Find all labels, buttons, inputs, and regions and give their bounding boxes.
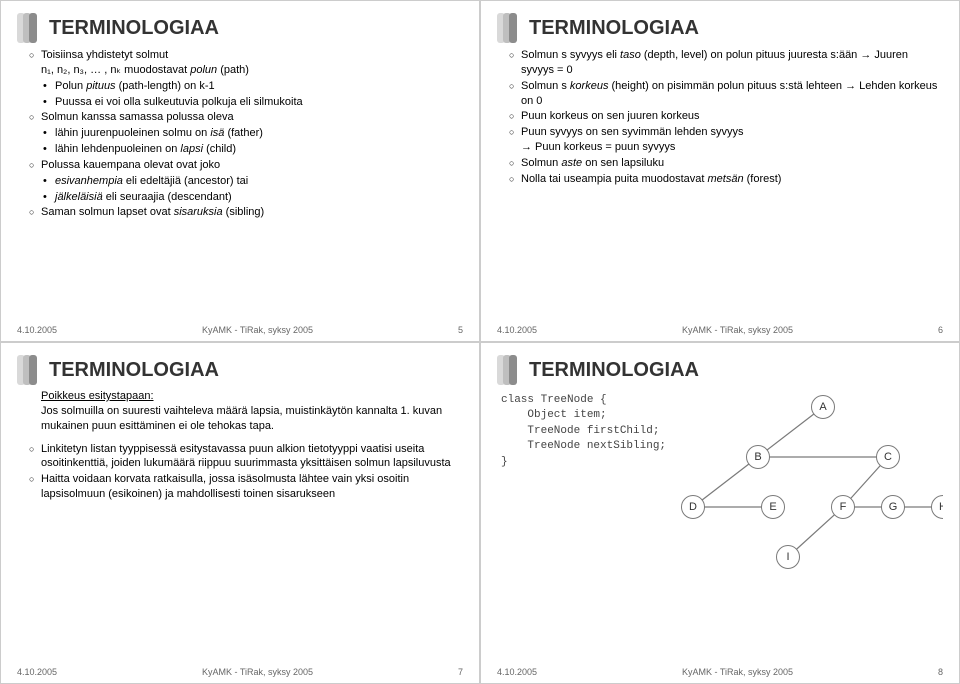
bullet: Toisiinsa yhdistetyt solmut n₁, n₂, n₃, … <box>41 48 463 109</box>
tree-node-d: D <box>681 495 705 519</box>
sub-bullet: Puussa ei voi olla sulkeutuvia polkuja e… <box>55 95 463 110</box>
footer-date: 4.10.2005 <box>497 667 537 677</box>
footer-center: KyAMK - TiRak, syksy 2005 <box>202 667 313 677</box>
bullet: Puun korkeus on sen juuren korkeus <box>521 109 943 124</box>
slide-title: TERMINOLOGIAA <box>49 17 219 40</box>
sub-bullet: Polun pituus (path-length) on k-1 <box>55 79 463 94</box>
paragraph: Jos solmuilla on suuresti vaihteleva mää… <box>41 404 463 434</box>
slide-body: class TreeNode { Object item; TreeNode f… <box>497 389 943 663</box>
footer-date: 4.10.2005 <box>497 325 537 335</box>
subline: n₁, n₂, n₃, … , nₖ muodostavat polun (pa… <box>41 63 463 78</box>
slide-6: TERMINOLOGIAA Solmun s syvyys eli taso (… <box>480 0 960 342</box>
footer-pageno: 8 <box>938 667 943 677</box>
bullet: Solmun s korkeus (height) on pisimmän po… <box>521 79 943 109</box>
slide-title: TERMINOLOGIAA <box>529 17 699 40</box>
title-decoration <box>497 355 523 385</box>
slide-body: Toisiinsa yhdistetyt solmut n₁, n₂, n₃, … <box>17 47 463 321</box>
tree-diagram: ABCDEFGHI <box>501 389 943 569</box>
slide-5: TERMINOLOGIAA Toisiinsa yhdistetyt solmu… <box>0 0 480 342</box>
tree-node-g: G <box>881 495 905 519</box>
title-decoration <box>497 13 523 43</box>
bullet: Nolla tai useampia puita muodostavat met… <box>521 172 943 187</box>
slide-footer: 4.10.2005 KyAMK - TiRak, syksy 2005 8 <box>497 667 943 677</box>
slide-footer: 4.10.2005 KyAMK - TiRak, syksy 2005 5 <box>17 325 463 335</box>
slide-8: TERMINOLOGIAA class TreeNode { Object it… <box>480 342 960 684</box>
sub-bullet: lähin juurenpuoleinen solmu on isä (fath… <box>55 126 463 141</box>
slide-title: TERMINOLOGIAA <box>529 359 699 382</box>
slide-footer: 4.10.2005 KyAMK - TiRak, syksy 2005 7 <box>17 667 463 677</box>
footer-center: KyAMK - TiRak, syksy 2005 <box>202 325 313 335</box>
subheading: Poikkeus esitystapaan: <box>41 389 463 404</box>
tree-node-a: A <box>811 395 835 419</box>
slide-title: TERMINOLOGIAA <box>49 359 219 382</box>
sub-bullet: esivanhempia eli edeltäjiä (ancestor) ta… <box>55 174 463 189</box>
footer-center: KyAMK - TiRak, syksy 2005 <box>682 325 793 335</box>
bullet: Solmun kanssa samassa polussa oleva lähi… <box>41 110 463 157</box>
footer-pageno: 5 <box>458 325 463 335</box>
bullet: Solmun aste on sen lapsiluku <box>521 156 943 171</box>
slide-body: Poikkeus esitystapaan: Jos solmuilla on … <box>17 389 463 663</box>
tree-node-b: B <box>746 445 770 469</box>
title-decoration <box>17 13 43 43</box>
footer-center: KyAMK - TiRak, syksy 2005 <box>682 667 793 677</box>
bullet: Linkitetyn listan tyyppisessä esitystava… <box>41 442 463 472</box>
footer-pageno: 7 <box>458 667 463 677</box>
footer-pageno: 6 <box>938 325 943 335</box>
tree-node-f: F <box>831 495 855 519</box>
footer-date: 4.10.2005 <box>17 667 57 677</box>
title-wrap: TERMINOLOGIAA <box>497 355 943 385</box>
sub-bullet: lähin lehdenpuoleinen on lapsi (child) <box>55 142 463 157</box>
title-wrap: TERMINOLOGIAA <box>497 13 943 43</box>
title-wrap: TERMINOLOGIAA <box>17 13 463 43</box>
tree-node-c: C <box>876 445 900 469</box>
bullet: Solmun s syvyys eli taso (depth, level) … <box>521 48 943 78</box>
bullet: Polussa kauempana olevat ovat joko esiva… <box>41 158 463 205</box>
bullet: Saman solmun lapset ovat sisaruksia (sib… <box>41 205 463 220</box>
sub-bullet: jälkeläisiä eli seuraajia (descendant) <box>55 190 463 205</box>
slide-body: Solmun s syvyys eli taso (depth, level) … <box>497 47 943 321</box>
title-decoration <box>17 355 43 385</box>
slide-7: TERMINOLOGIAA Poikkeus esitystapaan: Jos… <box>0 342 480 684</box>
bullet: Puun syvyys on sen syvimmän lehden syvyy… <box>521 125 943 155</box>
subline: → Puun korkeus = puun syvyys <box>521 140 943 155</box>
title-wrap: TERMINOLOGIAA <box>17 355 463 385</box>
bullet: Haitta voidaan korvata ratkaisulla, joss… <box>41 472 463 502</box>
slide-footer: 4.10.2005 KyAMK - TiRak, syksy 2005 6 <box>497 325 943 335</box>
tree-node-i: I <box>776 545 800 569</box>
tree-node-e: E <box>761 495 785 519</box>
footer-date: 4.10.2005 <box>17 325 57 335</box>
